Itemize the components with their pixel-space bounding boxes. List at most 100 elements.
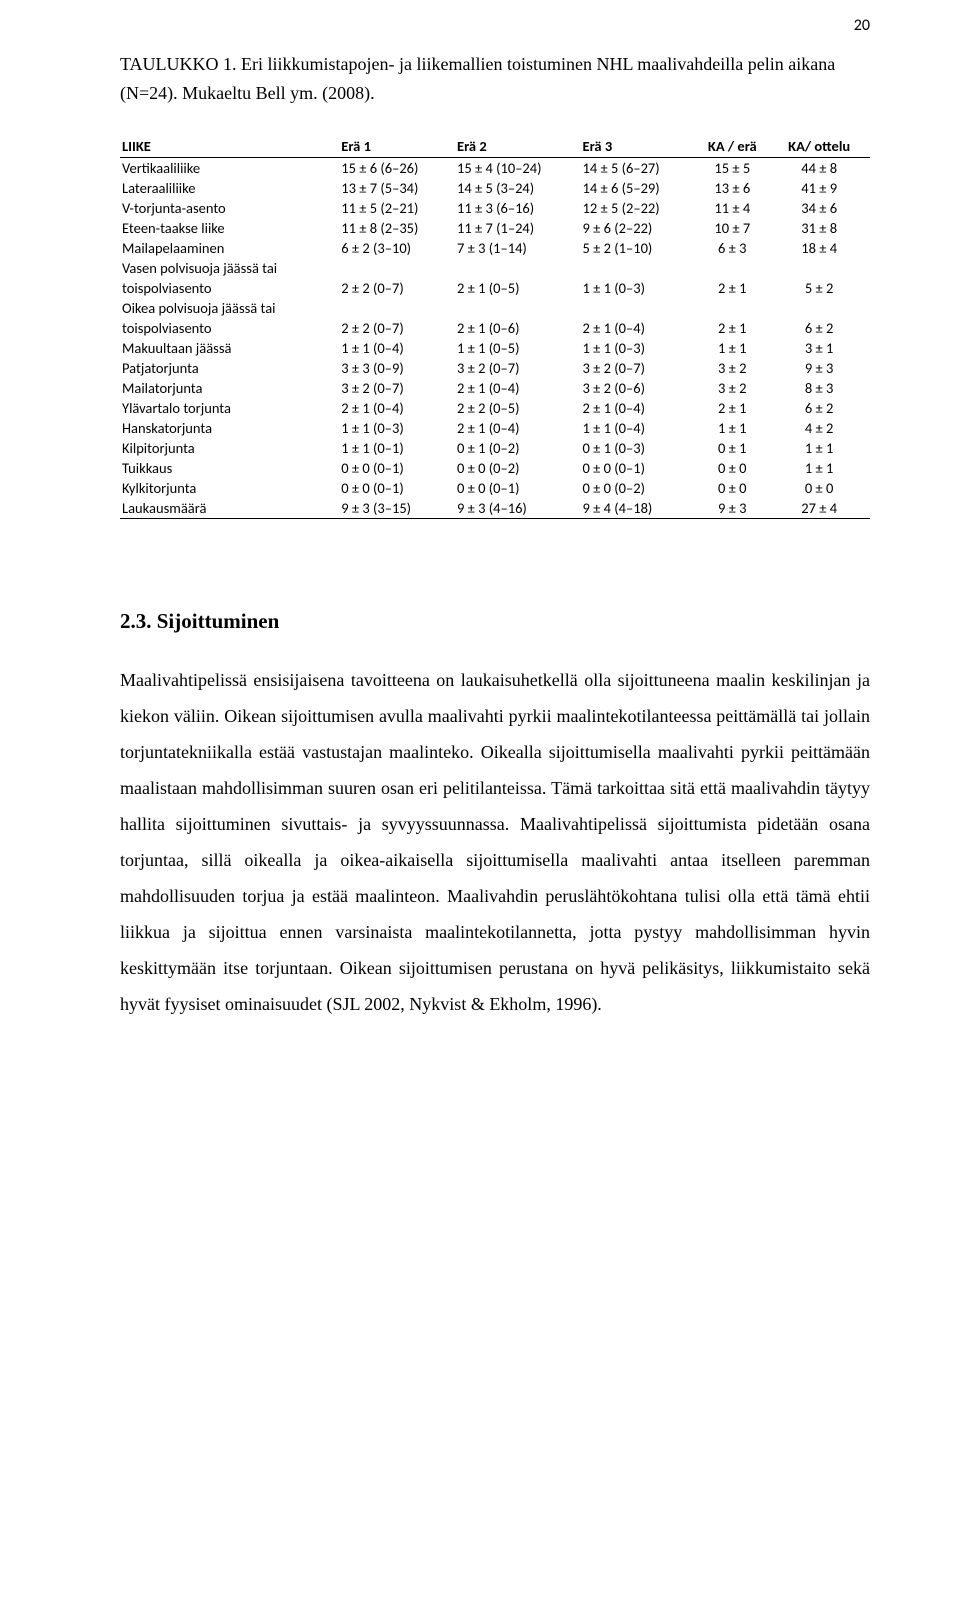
cell-value: 1 ± 1 (0–3) xyxy=(581,338,697,358)
cell-value: 14 ± 5 (3–24) xyxy=(455,178,581,198)
cell-label: Vertikaaliliike xyxy=(120,157,339,178)
table-row: Makuultaan jäässä1 ± 1 (0–4)1 ± 1 (0–5)1… xyxy=(120,338,870,358)
cell-value: 9 ± 4 (4–18) xyxy=(581,498,697,519)
table-row: Eteen-taakse liike11 ± 8 (2–35)11 ± 7 (1… xyxy=(120,218,870,238)
cell-label: Mailapelaaminen xyxy=(120,238,339,258)
cell-value: 4 ± 2 xyxy=(774,418,870,438)
cell-value: 2 ± 2 (0–7) xyxy=(339,318,455,338)
cell-value: 9 ± 6 (2–22) xyxy=(581,218,697,238)
cell-value: 2 ± 1 (0–4) xyxy=(455,378,581,398)
table-row: Kilpitorjunta1 ± 1 (0–1)0 ± 1 (0–2)0 ± 1… xyxy=(120,438,870,458)
cell-value: 2 ± 1 xyxy=(696,318,774,338)
cell-value: 13 ± 7 (5–34) xyxy=(339,178,455,198)
cell-value: 11 ± 5 (2–21) xyxy=(339,198,455,218)
cell-value: 1 ± 1 (0–4) xyxy=(581,418,697,438)
cell-label: V-torjunta-asento xyxy=(120,198,339,218)
cell-value: 2 ± 1 xyxy=(696,278,774,298)
table-row: Lateraaliliike13 ± 7 (5–34)14 ± 5 (3–24)… xyxy=(120,178,870,198)
cell-value: 9 ± 3 (4–16) xyxy=(455,498,581,519)
cell-value: 1 ± 1 (0–4) xyxy=(339,338,455,358)
cell-value: 1 ± 1 xyxy=(696,338,774,358)
cell-value: 1 ± 1 xyxy=(774,458,870,478)
table-row: Oikea polvisuoja jäässä tai xyxy=(120,298,870,318)
cell-empty xyxy=(455,298,581,318)
cell-label: Kylkitorjunta xyxy=(120,478,339,498)
cell-value: 15 ± 4 (10–24) xyxy=(455,157,581,178)
cell-value: 8 ± 3 xyxy=(774,378,870,398)
table-row: Kylkitorjunta0 ± 0 (0–1)0 ± 0 (0–1)0 ± 0… xyxy=(120,478,870,498)
cell-value: 14 ± 5 (6–27) xyxy=(581,157,697,178)
cell-label: toispolviasento xyxy=(120,278,339,298)
cell-value: 0 ± 0 (0–2) xyxy=(581,478,697,498)
cell-value: 11 ± 8 (2–35) xyxy=(339,218,455,238)
cell-value: 3 ± 3 (0–9) xyxy=(339,358,455,378)
table-row: Ylävartalo torjunta2 ± 1 (0–4)2 ± 2 (0–5… xyxy=(120,398,870,418)
cell-value: 15 ± 6 (6–26) xyxy=(339,157,455,178)
col-header-era2: Erä 2 xyxy=(455,136,581,158)
cell-value: 9 ± 3 xyxy=(774,358,870,378)
cell-value: 34 ± 6 xyxy=(774,198,870,218)
cell-value: 0 ± 1 xyxy=(696,438,774,458)
cell-value: 2 ± 1 (0–4) xyxy=(581,398,697,418)
table-row: Patjatorjunta3 ± 3 (0–9)3 ± 2 (0–7)3 ± 2… xyxy=(120,358,870,378)
cell-label: Hanskatorjunta xyxy=(120,418,339,438)
cell-value: 2 ± 1 (0–4) xyxy=(455,418,581,438)
cell-value: 44 ± 8 xyxy=(774,157,870,178)
cell-value: 2 ± 2 (0–7) xyxy=(339,278,455,298)
cell-value: 7 ± 3 (1–14) xyxy=(455,238,581,258)
col-header-era1: Erä 1 xyxy=(339,136,455,158)
cell-empty xyxy=(696,298,774,318)
cell-value: 2 ± 1 (0–6) xyxy=(455,318,581,338)
cell-value: 3 ± 2 (0–7) xyxy=(339,378,455,398)
cell-label: Oikea polvisuoja jäässä tai xyxy=(120,298,339,318)
cell-value: 2 ± 1 (0–4) xyxy=(581,318,697,338)
table-row: Mailapelaaminen6 ± 2 (3–10)7 ± 3 (1–14)5… xyxy=(120,238,870,258)
cell-value: 0 ± 0 (0–1) xyxy=(581,458,697,478)
cell-empty xyxy=(774,298,870,318)
cell-value: 3 ± 2 xyxy=(696,358,774,378)
table-header-row: LIIKE Erä 1 Erä 2 Erä 3 KA / erä KA/ ott… xyxy=(120,136,870,158)
table-row: Hanskatorjunta1 ± 1 (0–3)2 ± 1 (0–4)1 ± … xyxy=(120,418,870,438)
cell-empty xyxy=(455,258,581,278)
cell-empty xyxy=(581,298,697,318)
cell-empty xyxy=(339,258,455,278)
cell-label: Tuikkaus xyxy=(120,458,339,478)
cell-label: toispolviasento xyxy=(120,318,339,338)
table-caption: TAULUKKO 1. Eri liikkumistapojen- ja lii… xyxy=(120,50,870,108)
section-body: Maalivahtipelissä ensisijaisena tavoitte… xyxy=(120,662,870,1022)
cell-value: 2 ± 1 (0–5) xyxy=(455,278,581,298)
page-number: 20 xyxy=(854,16,870,35)
cell-value: 11 ± 7 (1–24) xyxy=(455,218,581,238)
cell-value: 0 ± 1 (0–3) xyxy=(581,438,697,458)
cell-value: 5 ± 2 xyxy=(774,278,870,298)
cell-value: 1 ± 1 (0–5) xyxy=(455,338,581,358)
cell-value: 11 ± 3 (6–16) xyxy=(455,198,581,218)
data-table: LIIKE Erä 1 Erä 2 Erä 3 KA / erä KA/ ott… xyxy=(120,136,870,519)
cell-value: 0 ± 0 (0–2) xyxy=(455,458,581,478)
cell-label: Makuultaan jäässä xyxy=(120,338,339,358)
cell-value: 1 ± 1 (0–3) xyxy=(581,278,697,298)
cell-value: 3 ± 2 (0–7) xyxy=(455,358,581,378)
cell-value: 0 ± 0 (0–1) xyxy=(455,478,581,498)
cell-label: Kilpitorjunta xyxy=(120,438,339,458)
cell-value: 2 ± 1 xyxy=(696,398,774,418)
cell-value: 31 ± 8 xyxy=(774,218,870,238)
cell-value: 2 ± 1 (0–4) xyxy=(339,398,455,418)
col-header-liike: LIIKE xyxy=(120,136,339,158)
cell-value: 12 ± 5 (2–22) xyxy=(581,198,697,218)
cell-value: 1 ± 1 xyxy=(696,418,774,438)
cell-value: 9 ± 3 (3–15) xyxy=(339,498,455,519)
cell-value: 0 ± 0 (0–1) xyxy=(339,478,455,498)
cell-value: 9 ± 3 xyxy=(696,498,774,519)
table-row: Vasen polvisuoja jäässä tai xyxy=(120,258,870,278)
cell-empty xyxy=(774,258,870,278)
table-row: toispolviasento2 ± 2 (0–7)2 ± 1 (0–5)1 ±… xyxy=(120,278,870,298)
cell-label: Eteen-taakse liike xyxy=(120,218,339,238)
cell-value: 1 ± 1 xyxy=(774,438,870,458)
cell-value: 6 ± 2 xyxy=(774,398,870,418)
cell-value: 6 ± 3 xyxy=(696,238,774,258)
cell-value: 0 ± 0 xyxy=(696,458,774,478)
cell-value: 6 ± 2 (3–10) xyxy=(339,238,455,258)
cell-value: 0 ± 1 (0–2) xyxy=(455,438,581,458)
cell-value: 18 ± 4 xyxy=(774,238,870,258)
